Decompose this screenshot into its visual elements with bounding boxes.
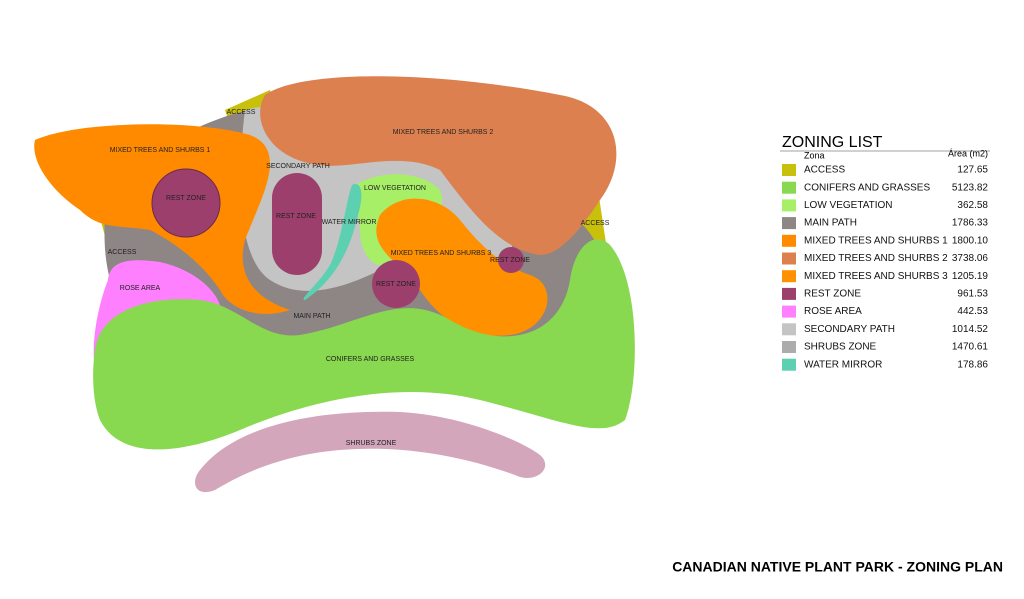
legend: ZONING LIST Zona Área (m2) ACCESS 127.65 C… bbox=[780, 134, 990, 371]
map-label: SHRUBS ZONE bbox=[346, 440, 397, 447]
map-label: MIXED TREES AND SHURBS 1 bbox=[110, 147, 211, 154]
map-label: ACCESS bbox=[581, 220, 610, 227]
map-label: WATER MIRROR bbox=[322, 219, 377, 226]
rest-zone bbox=[498, 247, 524, 273]
map-label: CONIFERS AND GRASSES bbox=[326, 356, 415, 363]
legend-area: 1786.33 bbox=[952, 218, 989, 229]
legend-swatch bbox=[782, 358, 796, 371]
legend-name: MIXED TREES AND SHURBS 3 bbox=[804, 271, 948, 282]
rest-zone bbox=[272, 173, 322, 275]
rest-zone bbox=[372, 260, 420, 308]
legend-area: 362.58 bbox=[957, 200, 988, 211]
page-title: CANADIAN NATIVE PLANT PARK - ZONING PLAN bbox=[672, 559, 1003, 575]
legend-name: LOW VEGETATION bbox=[804, 200, 893, 211]
legend-name: MIXED TREES AND SHURBS 1 bbox=[804, 235, 948, 246]
mixed-trees-3 bbox=[376, 198, 548, 336]
legend-header: Área (m2) bbox=[948, 148, 988, 158]
map-label: ACCESS bbox=[108, 249, 137, 256]
legend-area: 127.65 bbox=[957, 165, 988, 176]
legend-name: CONIFERS AND GRASSES bbox=[804, 182, 930, 193]
map-label: MIXED TREES AND SHURBS 2 bbox=[393, 129, 494, 136]
legend-swatch bbox=[782, 305, 796, 318]
legend-name: WATER MIRROR bbox=[804, 359, 882, 370]
legend-name: SHRUBS ZONE bbox=[804, 342, 877, 353]
map-label: MIXED TREES AND SHURBS 3 bbox=[391, 250, 492, 257]
legend-swatch bbox=[782, 270, 796, 283]
legend-area: 442.53 bbox=[957, 306, 988, 317]
map-label: REST ZONE bbox=[376, 281, 416, 288]
map-label: SECONDARY PATH bbox=[266, 163, 330, 170]
map-label: MAIN PATH bbox=[293, 313, 330, 320]
mixed-trees-2 bbox=[260, 76, 617, 255]
legend-swatch bbox=[782, 341, 796, 353]
legend-name: REST ZONE bbox=[804, 289, 861, 300]
conifers-grasses bbox=[93, 239, 635, 450]
legend-area: 1014.52 bbox=[952, 324, 989, 335]
legend-area: 5123.82 bbox=[952, 182, 989, 193]
legend-area: 178.86 bbox=[957, 359, 988, 370]
legend-name: ACCESS bbox=[804, 165, 845, 176]
legend-swatch bbox=[782, 164, 796, 176]
legend-area: 1800.10 bbox=[952, 235, 989, 246]
legend-swatch bbox=[782, 287, 796, 300]
legend-area: 1205.19 bbox=[952, 271, 989, 282]
legend-header: Zona bbox=[804, 150, 825, 160]
map-label: LOW VEGETATION bbox=[364, 185, 426, 192]
legend-title: ZONING LIST bbox=[782, 134, 883, 151]
shrubs-zone bbox=[195, 411, 546, 493]
legend-name: ROSE AREA bbox=[804, 306, 862, 317]
legend-area: 1470.61 bbox=[952, 342, 989, 353]
legend-name: MAIN PATH bbox=[804, 218, 857, 229]
water-mirror bbox=[303, 184, 362, 300]
map-label: REST ZONE bbox=[490, 257, 530, 264]
legend-swatch bbox=[782, 199, 796, 212]
map-label: ACCESS bbox=[227, 109, 256, 116]
map-label: REST ZONE bbox=[166, 195, 206, 202]
map-label: ROSE AREA bbox=[120, 285, 161, 292]
map-label: REST ZONE bbox=[276, 213, 316, 220]
rest-zone bbox=[151, 168, 221, 238]
legend-swatch bbox=[782, 323, 796, 336]
legend-swatch bbox=[782, 181, 796, 194]
map: ACCESS MIXED TREES AND SHURBS 2 MIXED TR… bbox=[34, 76, 635, 493]
legend-swatch bbox=[782, 217, 796, 230]
legend-name: MIXED TREES AND SHURBS 2 bbox=[804, 253, 948, 264]
legend-swatch bbox=[782, 252, 796, 265]
legend-area: 3738.06 bbox=[952, 253, 989, 264]
legend-swatch bbox=[782, 234, 796, 247]
legend-area: 961.53 bbox=[957, 289, 988, 300]
legend-name: SECONDARY PATH bbox=[804, 324, 895, 335]
